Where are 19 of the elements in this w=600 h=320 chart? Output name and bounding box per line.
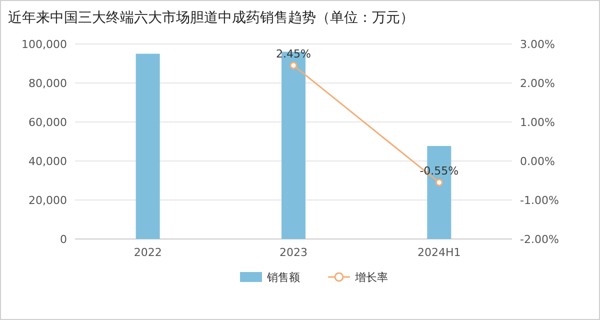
y2-tick-label: 0.00% (520, 155, 555, 168)
y2-tick-label: 3.00% (520, 38, 555, 51)
x-tick-label: 2022 (134, 246, 162, 259)
y-tick-label: 40,000 (28, 155, 67, 168)
legend-label: 销售额 (266, 271, 300, 284)
y-tick-label: 80,000 (28, 77, 67, 90)
x-tick-label: 2024H1 (418, 246, 461, 259)
y2-tick-label: -1.00% (520, 194, 559, 207)
bar (136, 54, 160, 239)
y-tick-label: 60,000 (28, 116, 67, 129)
x-tick-label: 2023 (280, 246, 308, 259)
y-tick-label: 100,000 (22, 38, 67, 51)
legend-label: 增长率 (354, 271, 388, 284)
y2-tick-label: 2.00% (520, 77, 555, 90)
y2-tick-label: 1.00% (520, 116, 555, 129)
y2-tick-label: -2.00% (520, 233, 559, 246)
y-tick-label: 0 (60, 233, 67, 246)
y-tick-label: 20,000 (28, 194, 67, 207)
chart-title: 近年来中国三大终端六大市场胆道中成药销售趋势（单位：万元） (8, 10, 414, 26)
